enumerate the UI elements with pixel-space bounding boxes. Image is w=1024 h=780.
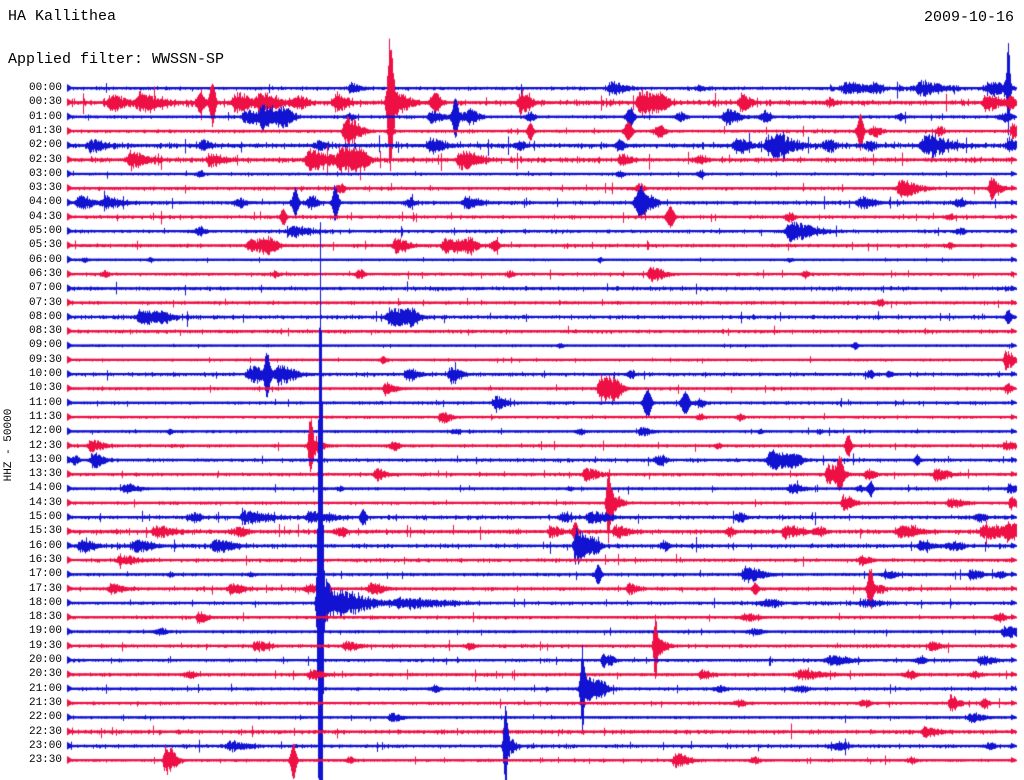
time-label: 03:30 [28,182,62,195]
time-label: 11:30 [28,410,62,423]
time-label: 05:30 [28,239,62,252]
time-label: 22:00 [28,711,62,724]
time-label: 06:00 [28,253,62,266]
time-label: 09:30 [28,353,62,366]
time-label: 00:00 [28,82,62,94]
time-label: 02:30 [28,153,62,166]
time-label: 05:00 [28,225,62,237]
time-label: 09:00 [28,339,62,352]
filter-label: Applied filter: WWSSN-SP [8,51,225,68]
time-label: 11:00 [28,396,62,409]
time-label: 06:30 [28,267,62,280]
time-label: 04:30 [28,210,62,223]
time-label: 20:00 [28,654,62,666]
time-label: 12:30 [28,439,62,452]
time-label: 10:00 [28,368,62,380]
time-label: 15:00 [28,511,62,523]
time-label: 07:30 [28,296,62,309]
time-label: 08:00 [28,310,62,323]
station-title: HA Kallithea [8,8,117,25]
time-label: 12:00 [28,425,62,438]
time-label: 03:00 [28,167,62,180]
time-label: 17:30 [28,582,62,595]
time-label: 14:00 [28,482,62,495]
time-label: 15:30 [28,525,62,538]
time-label: 02:00 [28,139,62,152]
time-label: 10:30 [28,382,62,395]
date-label: 2009-10-16 [923,9,1014,26]
time-label: 19:30 [28,639,62,652]
time-label: 04:00 [28,196,62,209]
time-label: 21:30 [28,696,62,709]
time-label: 13:30 [28,468,62,481]
time-label: 13:00 [28,453,62,466]
time-label: 23:00 [28,739,62,752]
time-label: 17:00 [28,568,62,581]
time-label: 21:00 [28,682,62,695]
time-label: 19:00 [28,625,62,638]
time-label: 08:30 [28,325,62,338]
time-label: 22:30 [28,725,62,738]
time-label: 00:30 [28,96,62,109]
time-label: 20:30 [28,668,62,681]
time-label: 18:00 [28,596,62,609]
time-label: 18:30 [28,611,62,624]
time-label: 16:00 [28,539,62,552]
time-label: 23:30 [28,754,62,767]
time-label: 07:00 [28,282,62,295]
time-label: 14:30 [28,496,62,509]
time-label: 01:30 [28,124,62,137]
time-label: 01:00 [28,110,62,123]
time-label: 16:30 [28,553,62,566]
